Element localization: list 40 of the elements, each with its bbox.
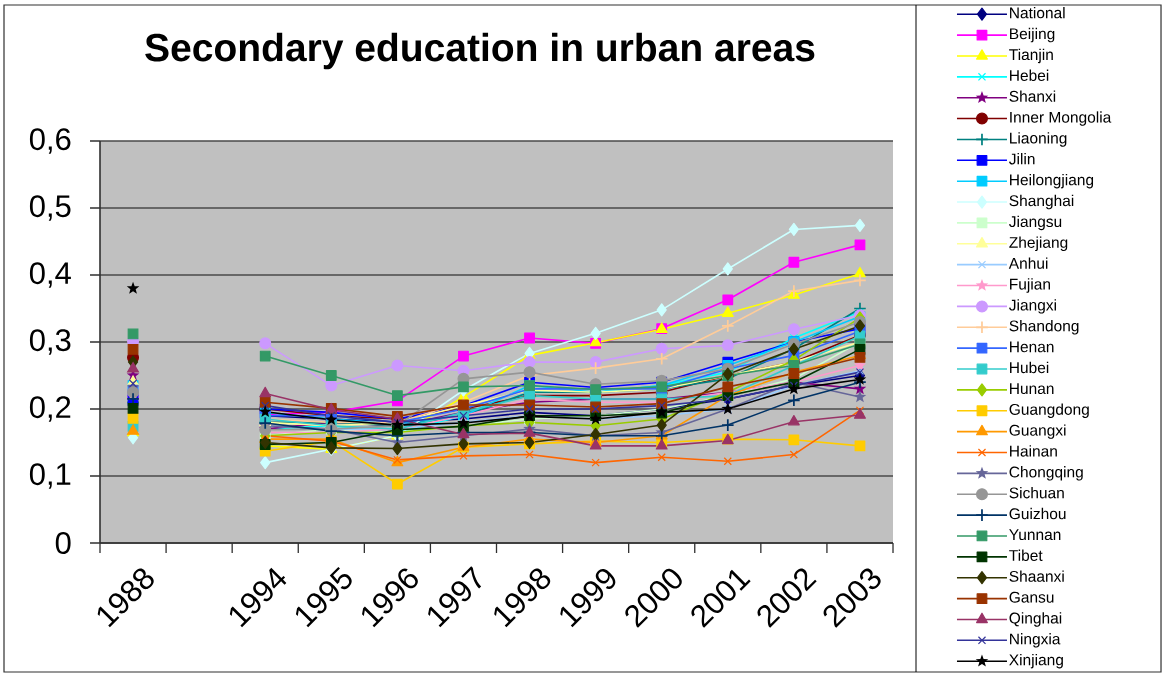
legend-label: Liaoning [1010, 132, 1067, 147]
y-tick-label: 0,4 [29, 262, 71, 288]
legend-label: Ningxia [1010, 633, 1061, 648]
legend-label: Fujian [1010, 278, 1050, 293]
legend-label: Heilongjiang [1010, 173, 1094, 189]
legend-label: Beijing [1010, 27, 1055, 43]
legend-label: Hebei [1010, 69, 1049, 81]
legend-label: Jilin [1009, 153, 1035, 165]
legend-label: Shanxi [1009, 90, 1056, 102]
y-tick-label: 0,1 [29, 463, 71, 489]
legend-label: Yunnan [1009, 529, 1061, 541]
y-tick-label: 0,5 [29, 195, 71, 221]
legend-label: Shandong [1009, 320, 1079, 335]
legend-label: Qinghai [1009, 612, 1062, 627]
legend-label: Hunan [1010, 383, 1054, 395]
legend-label: Anhui [1008, 257, 1048, 269]
chart-title: Secondary education in urban areas [145, 32, 815, 70]
legend-label: Hainan [1010, 445, 1057, 457]
legend-label: Xinjiang [1009, 653, 1063, 669]
legend-label: Tibet [1009, 549, 1043, 561]
y-tick-label: 0 [55, 532, 71, 554]
legend-label: Zhejiang [1009, 236, 1068, 252]
legend-label: Henan [1010, 341, 1054, 353]
legend-label: Tianjin [1009, 48, 1053, 64]
legend-label: Guangxi [1009, 424, 1066, 439]
legend-label: Gansu [1009, 591, 1054, 603]
legend-label: Shaanxi [1009, 570, 1064, 582]
y-tick-label: 0,3 [29, 329, 71, 355]
legend-label: Jiangxi [1009, 299, 1056, 314]
legend-label: Guizhou [1009, 507, 1066, 520]
legend-label: Hubei [1010, 361, 1049, 374]
legend-label: Inner Mongolia [1010, 111, 1112, 126]
legend-label: Chongqing [1009, 466, 1083, 481]
legend-label: Sichuan [1009, 486, 1064, 499]
legend-label: Jiangsu [1009, 215, 1062, 231]
legend-label: National [1010, 6, 1065, 19]
y-tick-label: 0,6 [29, 128, 71, 154]
legend-label: Guangdong [1009, 403, 1089, 418]
legend-label: Shanghai [1009, 194, 1074, 210]
y-tick-label: 0,2 [29, 396, 71, 422]
